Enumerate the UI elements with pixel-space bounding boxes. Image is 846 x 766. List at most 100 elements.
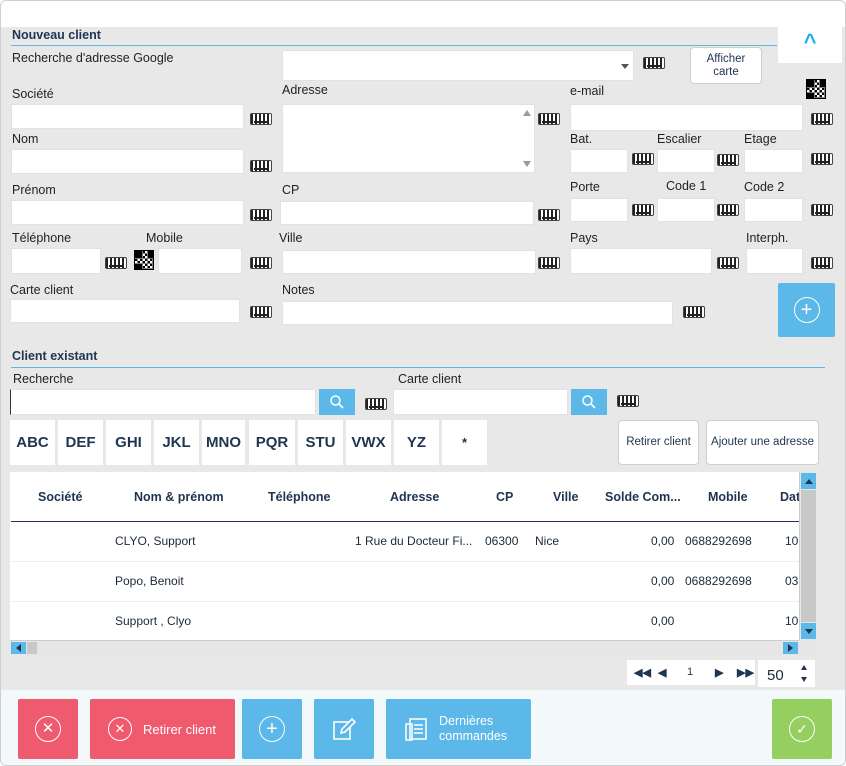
keyboard-icon[interactable] — [250, 209, 272, 221]
next-page-icon[interactable]: ▶ — [715, 667, 724, 679]
alpha-filter-star[interactable]: * — [442, 420, 487, 465]
horizontal-scrollbar[interactable] — [10, 640, 799, 655]
add-button[interactable]: + — [242, 699, 302, 759]
recherche-search-button[interactable] — [319, 389, 355, 415]
afficher-carte-button[interactable]: Afficher carte — [690, 47, 762, 84]
keyboard-icon[interactable] — [538, 209, 560, 221]
keyboard-icon[interactable] — [250, 160, 272, 172]
pays-input[interactable] — [570, 248, 712, 274]
keyboard-icon[interactable] — [643, 57, 665, 69]
stepper-up-icon[interactable] — [801, 665, 807, 670]
first-page-icon[interactable]: ◀◀ — [634, 667, 651, 679]
page-number[interactable]: 1 — [687, 666, 694, 678]
keyboard-icon[interactable] — [250, 306, 272, 318]
keyboard-icon[interactable] — [617, 395, 639, 407]
keyboard-icon[interactable] — [811, 204, 833, 216]
qr-code-icon[interactable] — [134, 250, 154, 270]
retirer-client-footer-button[interactable]: ✕ Retirer client — [90, 699, 235, 759]
carte-client-input[interactable] — [10, 299, 240, 323]
vertical-scrollbar[interactable] — [799, 472, 817, 640]
retirer-client-button[interactable]: Retirer client — [618, 420, 699, 465]
keyboard-icon[interactable] — [811, 257, 833, 269]
code2-input[interactable] — [744, 198, 803, 222]
nom-input[interactable] — [11, 149, 244, 174]
col-header-telephone[interactable]: Téléphone — [268, 490, 331, 504]
prenom-input[interactable] — [11, 200, 244, 225]
scroll-up-icon[interactable] — [523, 110, 531, 116]
carte-client-search-button[interactable] — [571, 389, 607, 415]
col-header-solde[interactable]: Solde Com... — [605, 490, 681, 504]
last-page-icon[interactable]: ▶▶ — [737, 667, 754, 679]
alpha-filter-abc[interactable]: ABC — [10, 420, 55, 465]
scroll-thumb[interactable] — [27, 642, 37, 654]
email-input[interactable] — [570, 104, 803, 131]
adresse-textarea[interactable] — [282, 104, 535, 173]
alpha-filter-stu[interactable]: STU — [298, 420, 343, 465]
col-header-adresse[interactable]: Adresse — [390, 490, 440, 504]
keyboard-icon[interactable] — [250, 113, 272, 125]
keyboard-icon[interactable] — [632, 153, 654, 165]
keyboard-icon[interactable] — [811, 113, 833, 125]
scroll-right-button[interactable] — [783, 642, 798, 654]
cp-input[interactable] — [280, 201, 534, 225]
col-header-ville[interactable]: Ville — [553, 490, 579, 504]
keyboard-icon[interactable] — [717, 257, 739, 269]
ville-input[interactable] — [282, 250, 536, 274]
notes-input[interactable] — [282, 301, 673, 325]
etage-input[interactable] — [744, 149, 803, 173]
scroll-left-button[interactable] — [11, 642, 26, 654]
scroll-up-button[interactable] — [801, 473, 816, 489]
google-search-label: Recherche d'adresse Google — [12, 51, 174, 65]
close-button[interactable]: ✕ — [18, 699, 78, 759]
col-header-date[interactable]: Dat — [780, 490, 799, 504]
col-header-societe[interactable]: Société — [38, 490, 83, 504]
porte-input[interactable] — [570, 198, 628, 222]
col-header-nom[interactable]: Nom & prénom — [134, 490, 224, 504]
page-size-stepper[interactable]: 50 — [758, 660, 815, 687]
retirer-client-footer-label: Retirer client — [143, 721, 216, 737]
alpha-filter-yz[interactable]: YZ — [394, 420, 439, 465]
collapse-button[interactable]: ^ — [778, 21, 842, 63]
scroll-down-button[interactable] — [801, 623, 816, 639]
scroll-down-icon[interactable] — [523, 161, 531, 167]
edit-button[interactable] — [314, 699, 374, 759]
alpha-filter-pqr[interactable]: PQR — [249, 420, 295, 465]
col-header-cp[interactable]: CP — [496, 490, 514, 504]
keyboard-icon[interactable] — [717, 154, 739, 166]
qr-code-icon[interactable] — [806, 79, 826, 99]
alpha-filter-vwx[interactable]: VWX — [346, 420, 391, 465]
societe-input[interactable] — [11, 104, 244, 129]
cell-nom: Support , Clyo — [115, 614, 192, 628]
section-divider — [11, 367, 825, 368]
mobile-input[interactable] — [158, 248, 242, 274]
col-header-mobile[interactable]: Mobile — [708, 490, 748, 504]
keyboard-icon[interactable] — [365, 398, 387, 410]
keyboard-icon[interactable] — [717, 204, 739, 216]
keyboard-icon[interactable] — [538, 257, 560, 269]
code1-input[interactable] — [657, 198, 715, 222]
google-address-select[interactable] — [282, 50, 634, 81]
keyboard-icon[interactable] — [811, 153, 833, 165]
stepper-down-icon[interactable] — [801, 677, 807, 682]
ajouter-adresse-button[interactable]: Ajouter une adresse — [706, 420, 819, 465]
recherche-input[interactable] — [10, 389, 316, 415]
alpha-filter-ghi[interactable]: GHI — [106, 420, 151, 465]
add-client-button[interactable]: + — [778, 283, 835, 337]
telephone-input[interactable] — [11, 248, 101, 274]
keyboard-icon[interactable] — [683, 306, 705, 318]
validate-button[interactable]: ✓ — [772, 699, 832, 759]
alpha-filter-mno[interactable]: MNO — [202, 420, 245, 465]
keyboard-icon[interactable] — [105, 257, 127, 269]
interph-input[interactable] — [746, 248, 803, 274]
alpha-filter-def[interactable]: DEF — [58, 420, 103, 465]
scroll-thumb[interactable] — [801, 490, 816, 622]
dernieres-commandes-button[interactable]: Dernières commandes — [386, 699, 531, 759]
keyboard-icon[interactable] — [538, 113, 560, 125]
bat-input[interactable] — [570, 149, 628, 173]
prev-page-icon[interactable]: ◀ — [658, 667, 667, 679]
carte-client-search-input[interactable] — [393, 389, 568, 415]
alpha-filter-jkl[interactable]: JKL — [154, 420, 199, 465]
escalier-input[interactable] — [657, 149, 715, 173]
keyboard-icon[interactable] — [632, 204, 654, 216]
keyboard-icon[interactable] — [250, 257, 272, 269]
